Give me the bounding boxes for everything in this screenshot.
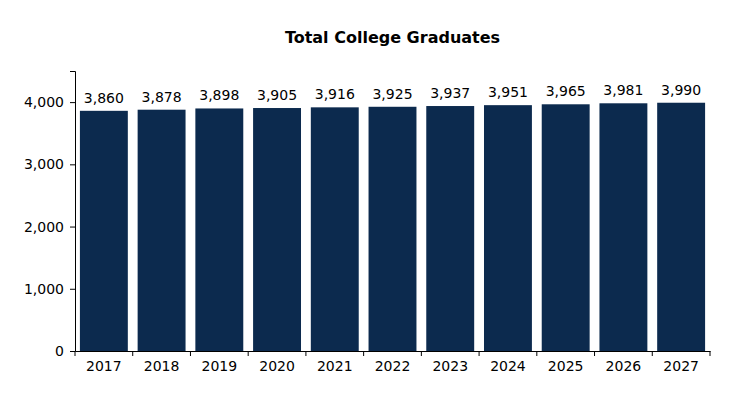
plot: 0 1,000 2,000 3,000 4,000 2017 2018 2019 2020 202… <box>24 72 711 374</box>
category-separators <box>75 351 710 356</box>
bar <box>80 111 128 351</box>
bar <box>369 107 417 351</box>
bar <box>138 110 186 351</box>
y-tick-label: 1,000 <box>24 281 64 297</box>
x-tick-label: 2026 <box>606 358 642 374</box>
data-label: 3,860 <box>84 90 124 106</box>
x-axis-line <box>76 351 711 352</box>
x-axis: 2017 2018 2019 2020 2021 2022 2023 2024 2025 2026… <box>75 351 711 374</box>
bar <box>599 103 647 351</box>
x-tick-label: 2017 <box>86 358 122 374</box>
bar <box>311 107 359 351</box>
data-label: 3,990 <box>661 82 701 98</box>
x-tick-label: 2019 <box>201 358 237 374</box>
bar <box>484 105 532 351</box>
y-tick: 2,000 <box>24 219 75 235</box>
bar <box>657 103 705 351</box>
x-tick: 2024 <box>490 358 526 374</box>
x-tick: 2023 <box>432 358 468 374</box>
data-labels: 3,860 3,878 3,898 3,905 3,916 3,925 3,937 3,951… <box>84 82 701 106</box>
category-separator <box>190 351 191 356</box>
category-separator <box>248 351 249 356</box>
y-tick: 3,000 <box>24 156 75 172</box>
x-tick: 2019 <box>201 358 237 374</box>
data-label: 3,937 <box>430 85 470 101</box>
y-tick-mark <box>70 102 75 103</box>
x-tick-label: 2025 <box>548 358 584 374</box>
category-separator <box>479 351 480 356</box>
y-tick-label: 2,000 <box>24 219 64 235</box>
x-tick: 2017 <box>86 358 122 374</box>
category-separator <box>75 351 76 356</box>
bars <box>80 103 705 351</box>
y-axis-line <box>70 72 76 352</box>
data-label: 3,905 <box>257 87 297 103</box>
category-separator <box>305 351 306 356</box>
y-tick-label: 4,000 <box>24 94 64 110</box>
x-tick: 2026 <box>606 358 642 374</box>
x-tick: 2018 <box>144 358 180 374</box>
bar <box>253 108 301 351</box>
category-separator <box>132 351 133 356</box>
data-label: 3,898 <box>199 87 239 103</box>
y-tick-mark <box>70 164 75 165</box>
category-separator <box>710 351 711 356</box>
y-tick-mark <box>70 227 75 228</box>
data-label: 3,878 <box>142 89 182 105</box>
chart-title: Total College Graduates <box>285 28 500 47</box>
x-tick-label: 2018 <box>144 358 180 374</box>
x-tick-label: 2020 <box>259 358 295 374</box>
bar <box>542 104 590 351</box>
y-tick-label: 3,000 <box>24 156 64 172</box>
y-tick-label: 0 <box>55 343 64 359</box>
category-separator <box>363 351 364 356</box>
x-tick-label: 2024 <box>490 358 526 374</box>
category-separator <box>594 351 595 356</box>
x-tick: 2020 <box>259 358 295 374</box>
x-tick: 2022 <box>375 358 411 374</box>
x-tick-label: 2021 <box>317 358 353 374</box>
x-tick-label: 2027 <box>663 358 699 374</box>
x-tick-label: 2023 <box>432 358 468 374</box>
bar <box>426 106 474 351</box>
y-tick-mark <box>70 289 75 290</box>
data-label: 3,916 <box>315 86 355 102</box>
data-label: 3,951 <box>488 84 528 100</box>
x-tick-label: 2022 <box>375 358 411 374</box>
y-tick: 0 <box>55 343 75 359</box>
y-axis: 0 1,000 2,000 3,000 4,000 <box>24 72 76 359</box>
data-label: 3,965 <box>546 83 586 99</box>
y-tick: 4,000 <box>24 94 75 110</box>
category-separator <box>421 351 422 356</box>
data-label: 3,925 <box>372 86 412 102</box>
y-tick: 1,000 <box>24 281 75 297</box>
category-separator <box>652 351 653 356</box>
x-tick: 2027 <box>663 358 699 374</box>
x-tick: 2025 <box>548 358 584 374</box>
bar <box>195 108 243 351</box>
data-label: 3,981 <box>603 82 643 98</box>
y-tick-mark <box>70 351 75 352</box>
chart: Total College Graduates 0 1,000 2,000 3,000 4… <box>0 0 740 404</box>
x-tick: 2021 <box>317 358 353 374</box>
category-separator <box>536 351 537 356</box>
